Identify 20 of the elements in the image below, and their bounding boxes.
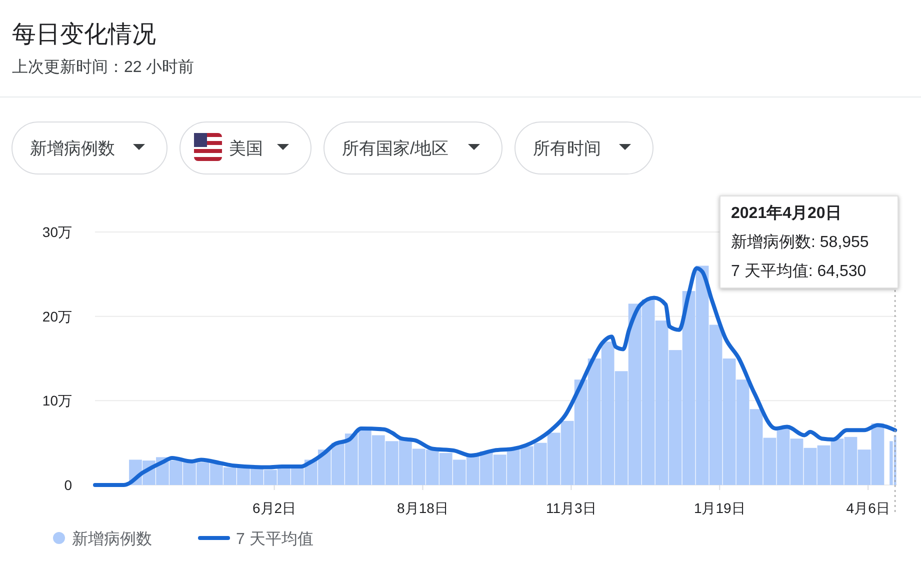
x-tick-label: 1月19日 bbox=[694, 500, 746, 516]
text: 美国 bbox=[229, 139, 263, 158]
x-tick-label: 8月18日 bbox=[397, 500, 448, 516]
text: 所有国家/地区 bbox=[342, 139, 449, 158]
y-tick-label: 0 bbox=[64, 477, 72, 493]
annotation: 新增病例数: 58,955 bbox=[731, 233, 869, 251]
legend-label: 7 天平均值 bbox=[236, 531, 314, 548]
text: 2021年4月20日 bbox=[731, 204, 842, 222]
x-tick-label: 6月2日 bbox=[252, 500, 296, 516]
annotation: 7 天平均值: 64,530 bbox=[731, 263, 866, 280]
chart-subtitle: 上次更新时间：22 小时前 bbox=[12, 58, 194, 76]
legend-label: 新增病例数 bbox=[72, 530, 152, 548]
x-tick-label: 11月3日 bbox=[546, 500, 596, 516]
chart-title: 每日变化情况 bbox=[12, 21, 156, 48]
x-tick-label: 4月6日 bbox=[846, 500, 890, 516]
y-tick-label: 20万 bbox=[42, 308, 72, 324]
y-tick-label: 10万 bbox=[42, 392, 72, 409]
y-tick-label: 30万 bbox=[42, 224, 72, 240]
text: 所有时间 bbox=[533, 139, 601, 158]
text: 新增病例数 bbox=[30, 139, 115, 158]
